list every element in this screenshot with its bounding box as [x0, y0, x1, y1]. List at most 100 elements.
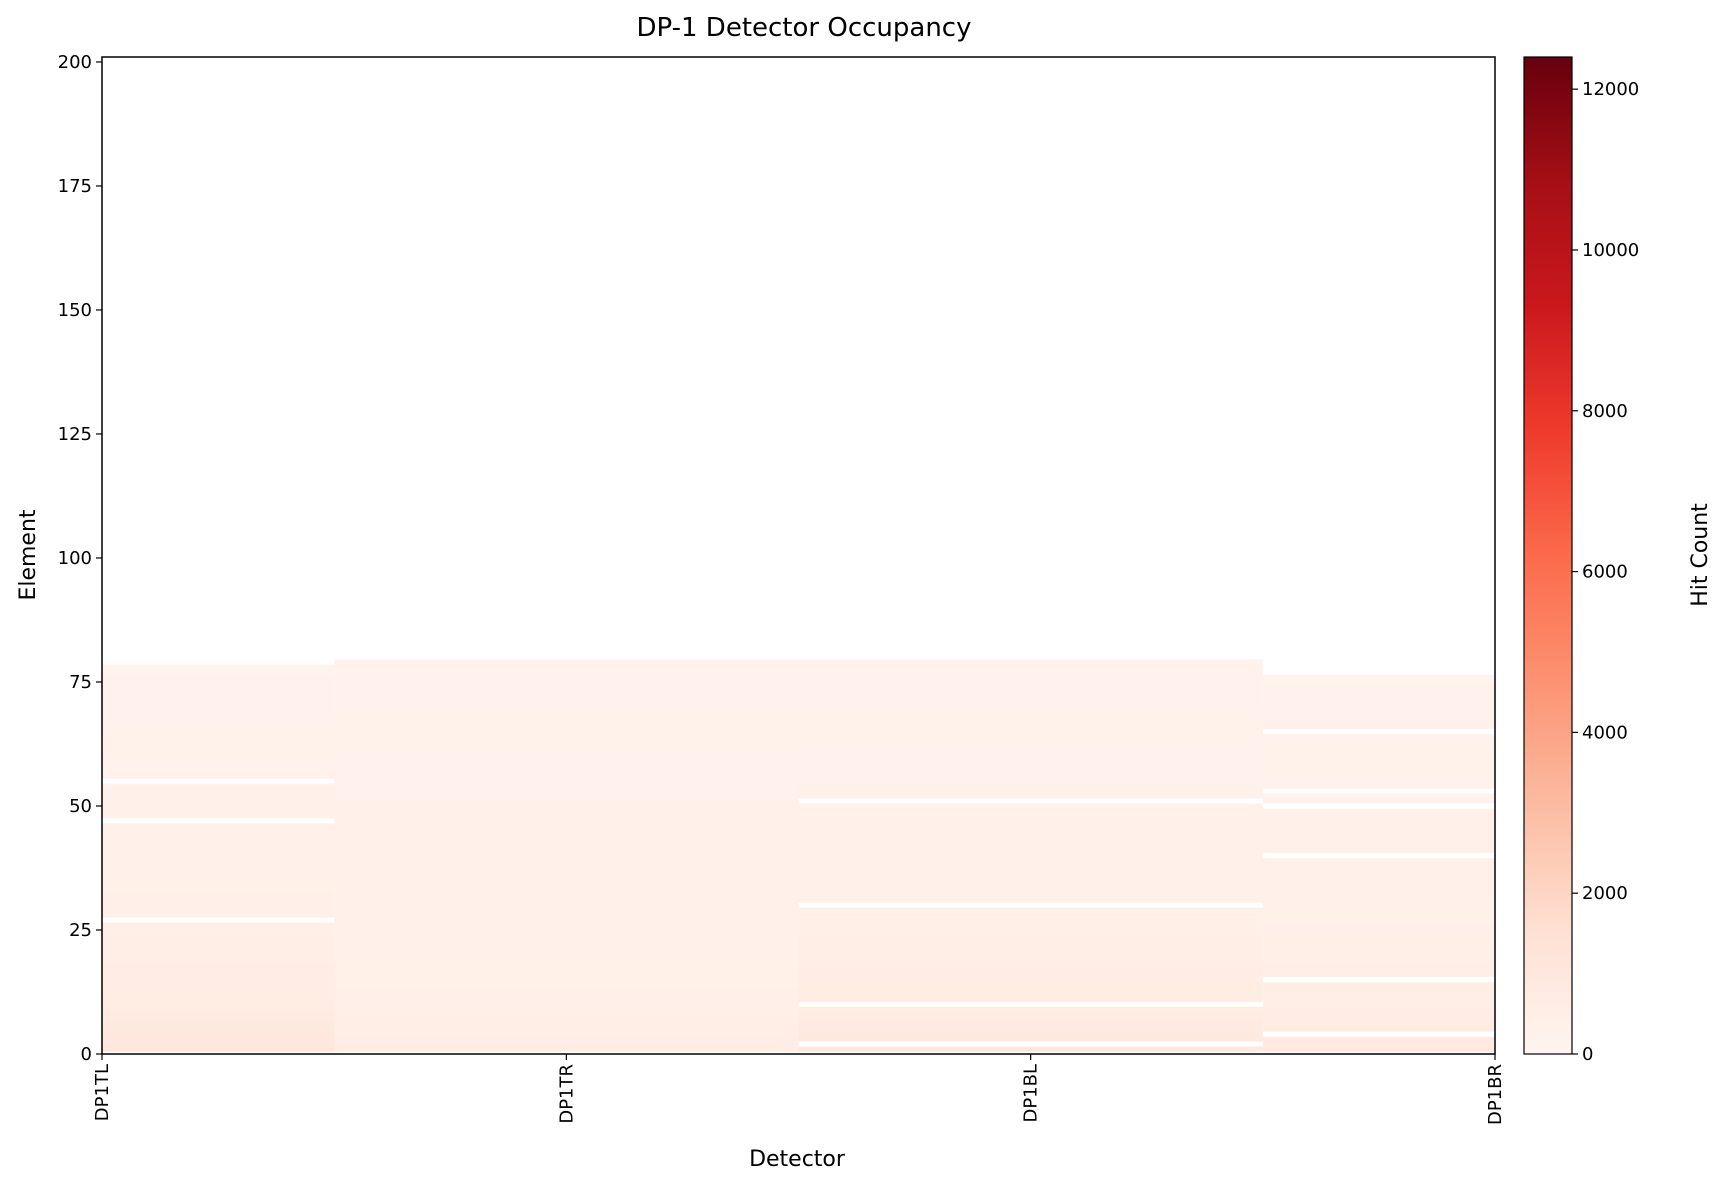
heatmap-cell: [102, 991, 335, 998]
heatmap-cell: [334, 987, 799, 993]
heatmap-cell: [102, 709, 335, 715]
heatmap-cell: [1262, 897, 1495, 904]
heatmap-cell: [334, 907, 799, 913]
heatmap-cell: [102, 798, 335, 804]
heatmap-cell: [102, 932, 335, 938]
heatmap-cell: [1262, 724, 1495, 730]
heatmap-cell: [334, 823, 799, 829]
heatmap-cell: [1262, 1011, 1495, 1018]
heatmap-cell: [102, 1016, 335, 1023]
heatmap-cell: [1262, 1026, 1495, 1032]
x-tick-label: DP1BR: [1485, 1064, 1506, 1125]
heatmap-cell: [102, 977, 335, 983]
heatmap-cell: [798, 674, 1263, 680]
empty-element-row: [798, 902, 1263, 908]
heatmap-cell: [1262, 709, 1495, 715]
heatmap-cell: [798, 882, 1263, 889]
heatmap-cell: [334, 937, 799, 943]
heatmap-cell: [798, 763, 1263, 770]
heatmap-cell: [1262, 714, 1495, 720]
heatmap-cell: [1262, 972, 1495, 978]
heatmap-cell: [798, 1026, 1263, 1032]
heatmap-cell: [102, 927, 335, 933]
heatmap-cell: [334, 1046, 799, 1052]
heatmap-cell: [1262, 996, 1495, 1003]
heatmap-cell: [102, 808, 335, 814]
y-tick-label: 100: [58, 548, 92, 569]
heatmap-cell: [334, 917, 799, 923]
x-axis-ticks: DP1TL DP1TR DP1BL DP1BR: [92, 1054, 1506, 1125]
heatmap-cell: [102, 729, 335, 735]
heatmap-cell: [798, 788, 1263, 794]
heatmap-cell: [102, 892, 335, 899]
heatmap-cell: [102, 872, 335, 879]
heatmap-cell: [334, 1016, 799, 1023]
empty-element-row: [1262, 729, 1495, 735]
heatmap-cell: [798, 818, 1263, 824]
heatmap-cell: [798, 1046, 1263, 1052]
x-axis-label: Detector: [749, 1147, 846, 1172]
heatmap-cell: [334, 1026, 799, 1032]
heatmap-cell: [102, 694, 335, 700]
heatmap-cell: [334, 942, 799, 948]
heatmap-cell: [1262, 932, 1495, 938]
heatmap-cell: [798, 867, 1263, 874]
heatmap-cell: [798, 689, 1263, 695]
heatmap-cell: [334, 808, 799, 814]
heatmap-cell: [334, 699, 799, 705]
heatmap-cell: [102, 674, 335, 680]
heatmap-cell: [334, 1031, 799, 1037]
heatmap-cell: [102, 1021, 335, 1028]
heatmap-cell: [334, 803, 799, 809]
colorbar-tick-label: 0: [1582, 1044, 1593, 1065]
heatmap-cell: [102, 912, 335, 918]
heatmap-cell: [798, 768, 1263, 775]
heatmap-cell: [798, 753, 1263, 760]
heatmap-cell: [1262, 748, 1495, 755]
heatmap-cell: [798, 743, 1263, 750]
heatmap-cell: [798, 808, 1263, 814]
y-tick-label: 50: [69, 796, 92, 817]
heatmap-cell: [798, 833, 1263, 839]
heatmap-cell: [1262, 863, 1495, 869]
heatmap-cell: [334, 922, 799, 928]
heatmap-cell: [102, 952, 335, 958]
heatmap-cell: [334, 818, 799, 824]
colorbar-label: Hit Count: [1688, 503, 1713, 607]
heatmap-cell: [334, 704, 799, 710]
heatmap-cell: [102, 823, 335, 829]
heatmap-cell: [798, 659, 1263, 665]
plot-frame: [101, 56, 1496, 1055]
heatmap-cell: [1262, 753, 1495, 760]
heatmap-cell: [334, 897, 799, 904]
heatmap-cell: [334, 882, 799, 889]
heatmap-cell: [798, 967, 1263, 973]
colorbar-tick-label: 2000: [1582, 883, 1628, 904]
heatmap-cell: [1262, 838, 1495, 844]
heatmap-cell: [798, 937, 1263, 943]
heatmap-cell: [334, 743, 799, 750]
heatmap-cell: [334, 977, 799, 983]
heatmap-cell: [1262, 1046, 1495, 1052]
heatmap-cell: [102, 922, 335, 928]
heatmap-cell: [334, 773, 799, 780]
heatmap-cell: [1262, 773, 1495, 780]
heatmap-cell: [798, 813, 1263, 819]
heatmap-cell: [1262, 872, 1495, 879]
empty-element-row: [102, 778, 335, 784]
heatmap-cell: [334, 853, 799, 859]
heatmap-cell: [334, 947, 799, 953]
heatmap-cell: [102, 679, 335, 685]
heatmap-cell: [334, 714, 799, 720]
heatmap-cell: [1262, 768, 1495, 775]
heatmap-cell: [334, 694, 799, 700]
heatmap-cell: [334, 962, 799, 968]
heatmap-cell: [102, 833, 335, 839]
heatmap-cell: [1262, 679, 1495, 685]
heatmap-cell: [102, 867, 335, 874]
heatmap-cell: [334, 729, 799, 735]
heatmap-cell: [798, 996, 1263, 1003]
heatmap-cell: [1262, 877, 1495, 884]
heatmap-cell: [1262, 962, 1495, 968]
heatmap-cell: [798, 1011, 1263, 1018]
